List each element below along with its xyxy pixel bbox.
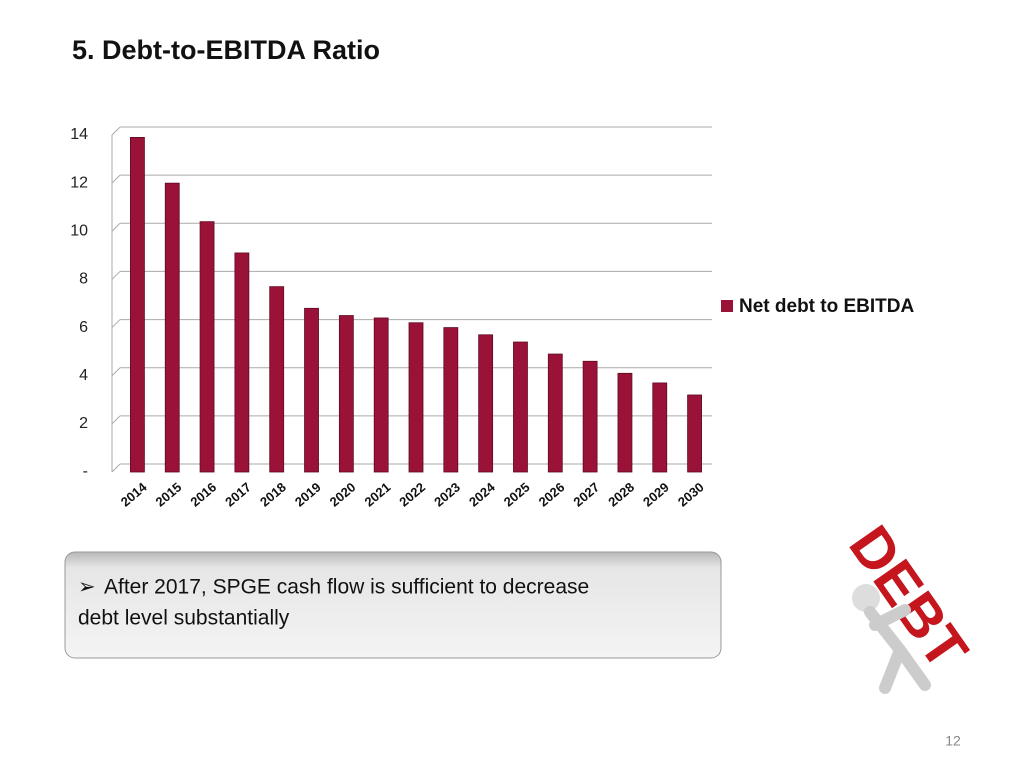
x-tick-label: 2016 — [187, 479, 219, 509]
bar — [199, 221, 215, 473]
x-tick-label: 2028 — [605, 479, 637, 509]
grid-line — [111, 463, 121, 473]
x-tick-label: 2021 — [362, 479, 394, 509]
bar — [408, 322, 424, 473]
x-tick-label: 2029 — [640, 479, 672, 509]
grid-line — [111, 174, 121, 184]
x-tick-label: 2027 — [570, 479, 602, 509]
bar — [652, 382, 668, 473]
bar — [338, 315, 354, 473]
callout-box — [64, 551, 722, 659]
y-tick-label: 2 — [79, 415, 88, 432]
y-tick-label: 6 — [79, 319, 88, 336]
bar — [582, 360, 598, 473]
bar — [234, 252, 250, 473]
x-tick-label: 2023 — [431, 479, 463, 509]
x-tick-label: 2015 — [153, 479, 185, 509]
y-tick-label: 10 — [70, 223, 88, 240]
debt-illustration: DEBT — [837, 514, 980, 694]
page-number: 12 — [945, 733, 961, 749]
grid-line — [111, 271, 121, 280]
bar — [478, 334, 494, 473]
x-tick-label: 2019 — [292, 479, 324, 509]
bar — [164, 182, 180, 473]
legend-label: Net debt to EBITDA — [739, 296, 914, 317]
x-tick-label: 2026 — [536, 479, 568, 509]
grid-line — [111, 126, 121, 136]
figure-head — [852, 584, 880, 612]
figure-body — [864, 604, 931, 694]
bar — [687, 394, 702, 473]
y-tick-label: 4 — [79, 367, 88, 384]
grid-line — [111, 319, 121, 328]
bar — [373, 317, 389, 473]
bar — [617, 372, 633, 473]
x-tick-label: 2014 — [118, 479, 150, 510]
x-tick-label: 2018 — [257, 479, 289, 509]
bar — [443, 327, 459, 473]
x-tick-label: 2024 — [466, 479, 498, 510]
bar — [513, 341, 528, 473]
bar — [547, 353, 563, 473]
legend-swatch — [721, 300, 733, 312]
x-tick-label: 2030 — [675, 479, 707, 509]
x-tick-label: 2025 — [501, 479, 533, 509]
x-tick-label: 2020 — [327, 479, 359, 509]
bar — [304, 307, 319, 473]
grid-line — [111, 367, 121, 377]
x-tick-label: 2017 — [222, 479, 254, 509]
bar — [130, 137, 145, 473]
y-tick-label: 8 — [79, 271, 88, 288]
callout-text: After 2017, SPGE cash flow is sufficient… — [104, 576, 589, 599]
grid-line — [111, 222, 121, 232]
x-tick-label: 2022 — [396, 479, 428, 509]
grid-line — [111, 415, 121, 425]
slide-title: 5. Debt-to-EBITDA Ratio — [72, 35, 380, 65]
bar — [269, 286, 285, 473]
y-tick-label: - — [83, 463, 88, 480]
y-tick-label: 14 — [70, 126, 88, 143]
y-tick-label: 12 — [70, 174, 88, 191]
callout-bullet: ➢ — [78, 576, 96, 599]
callout-text: debt level substantially — [78, 607, 290, 630]
